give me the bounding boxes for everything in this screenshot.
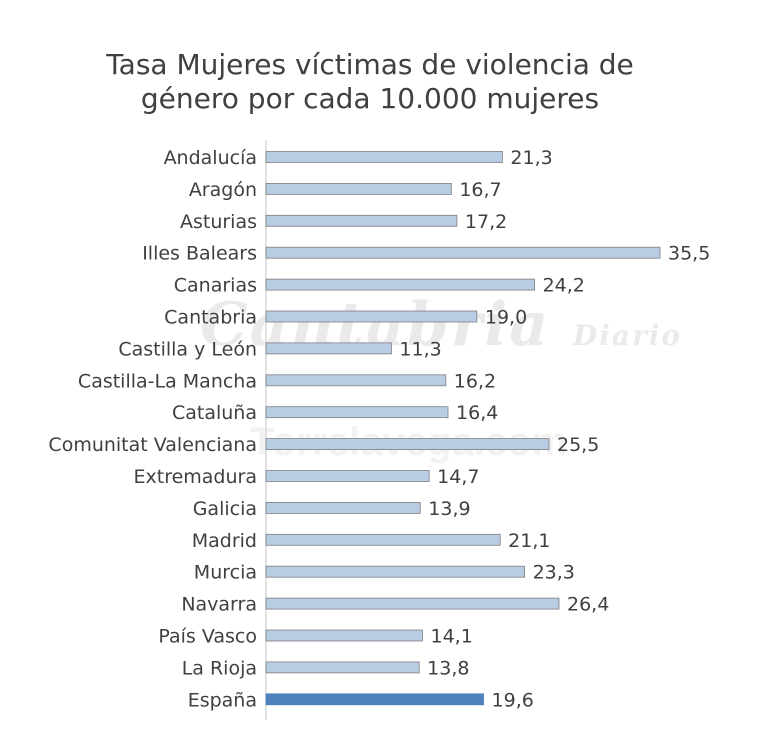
- bar-3: [265, 246, 661, 259]
- value-label: 14,1: [430, 626, 472, 648]
- value-label: 16,2: [454, 370, 496, 392]
- bar-10: [265, 470, 430, 482]
- bar-11: [265, 501, 421, 514]
- bar-12: [265, 533, 501, 546]
- category-label: Comunitat Valenciana: [48, 434, 257, 456]
- bar-7: [265, 374, 447, 387]
- value-label: 17,2: [465, 211, 507, 233]
- bar-6: [265, 342, 392, 355]
- bar-13: [265, 565, 525, 578]
- chart-title-line-1: Tasa Mujeres víctimas de violencia de: [106, 48, 634, 81]
- value-label: 26,4: [567, 594, 609, 616]
- value-label: 24,2: [543, 275, 585, 297]
- value-label: 21,3: [510, 147, 552, 169]
- category-label: Cantabria: [164, 307, 257, 329]
- chart-title: Tasa Mujeres víctimas de violencia de gé…: [0, 48, 740, 116]
- value-label: 35,5: [668, 243, 710, 265]
- category-label: Extremadura: [134, 466, 258, 488]
- value-label: 21,1: [508, 530, 550, 552]
- bar-2: [265, 214, 458, 227]
- value-label: 13,9: [428, 498, 470, 520]
- bar-16: [265, 661, 420, 674]
- value-label: 13,8: [427, 657, 469, 679]
- category-label: Asturias: [180, 211, 257, 233]
- value-label: 16,7: [459, 179, 501, 201]
- category-label: Navarra: [181, 594, 257, 616]
- category-label: País Vasco: [158, 626, 257, 648]
- category-label: La Rioja: [182, 657, 257, 679]
- chart-title-line-2: género por cada 10.000 mujeres: [140, 82, 600, 115]
- bar-14: [265, 597, 560, 610]
- value-label: 14,7: [437, 466, 479, 488]
- category-label: Castilla-La Mancha: [78, 370, 257, 392]
- bar-17: [265, 693, 484, 706]
- bar-15: [265, 629, 423, 642]
- bar-1: [265, 182, 452, 195]
- category-label: Aragón: [189, 179, 257, 201]
- category-label: Andalucía: [164, 147, 257, 169]
- category-label: España: [188, 689, 257, 711]
- value-label: 19,0: [485, 307, 527, 329]
- category-label: Murcia: [194, 562, 257, 584]
- value-label: 16,4: [456, 402, 498, 424]
- bar-4: [265, 278, 535, 291]
- category-label: Canarias: [174, 275, 257, 297]
- bar-8: [265, 406, 449, 419]
- value-label: 25,5: [557, 434, 599, 456]
- category-label: Galicia: [193, 498, 257, 520]
- bar-9: [265, 438, 550, 451]
- value-label: 19,6: [492, 689, 534, 711]
- category-label: Madrid: [192, 530, 257, 552]
- value-label: 23,3: [533, 562, 575, 584]
- category-label: Cataluña: [172, 402, 257, 424]
- bar-0: [265, 151, 503, 163]
- category-label: Castilla y León: [118, 338, 257, 360]
- bar-5: [265, 310, 478, 323]
- category-label: Illes Balears: [142, 243, 257, 265]
- value-label: 11,3: [399, 338, 441, 360]
